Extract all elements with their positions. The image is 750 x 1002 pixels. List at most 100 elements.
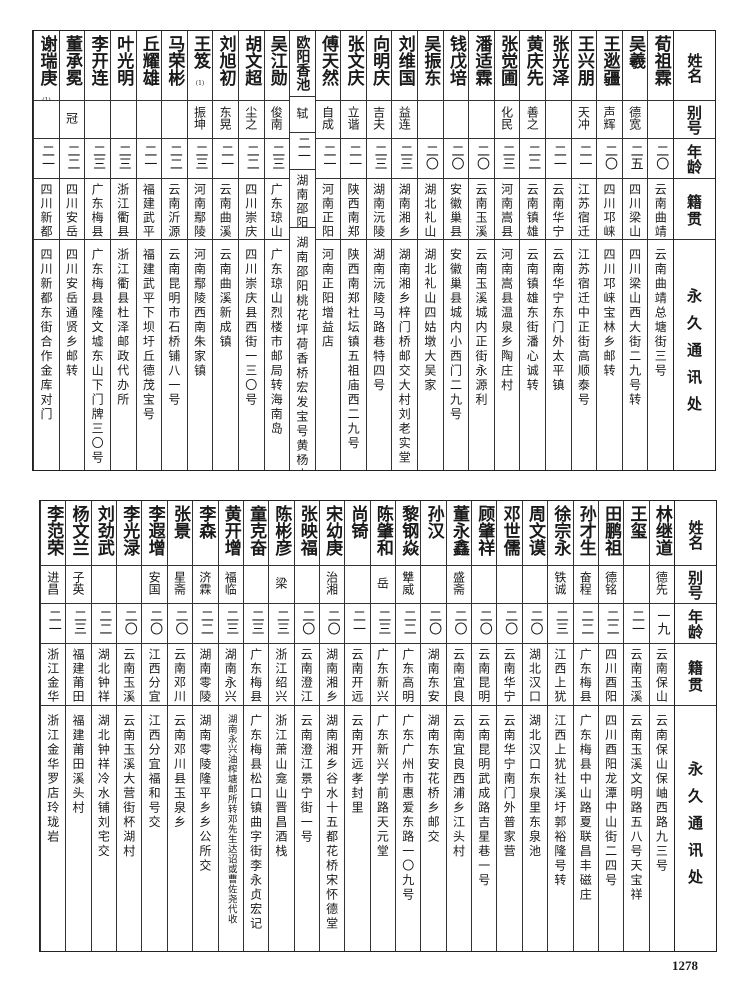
address-cell: 四川酉阳龙潭中山街二四号 [599, 706, 623, 951]
origin-wrap: 安徽巢县 [447, 183, 464, 239]
person-column: 陈肇和岳二三 广东新兴 广东新兴学前路天元堂 [369, 501, 396, 951]
name-wrap: 叶光明 [113, 35, 133, 91]
person-alias: 济霖 [197, 571, 212, 595]
name-wrap: 王兴朋 [574, 35, 594, 91]
age-wrap: 二二 [165, 144, 184, 174]
person-name: 王兴朋 [573, 35, 594, 86]
person-column: 张光泽 二一 云南华宁 云南华宁东门外太平镇 [545, 31, 571, 470]
header-address-label: 永久通讯处 [685, 287, 703, 423]
name-cell: 孙汉 [421, 501, 446, 566]
address-wrap: 河南鄢陵西南朱家镇 [192, 248, 209, 382]
origin-wrap: 云南曲溪 [217, 183, 234, 239]
origin-cell: 浙江衢县 [110, 179, 136, 240]
address-wrap: 四川崇庆县西街一三〇号 [243, 248, 260, 411]
age-cell: 二三 [218, 604, 243, 644]
address-wrap: 湖南湘乡谷水十五都花桥宋怀德堂 [324, 714, 341, 935]
person-age: 二二 [96, 608, 112, 635]
origin-wrap: 湖北礼山 [422, 183, 439, 239]
address-wrap: 河南正阳增益店 [319, 248, 336, 353]
address-cell: 广东梅县隆文墟东山下门牌三〇号 [85, 240, 110, 470]
person-address: 湖南沅陵马路巷特四号 [371, 248, 386, 393]
address-cell: 湖南湘乡谷水十五都花桥宋怀德堂 [320, 706, 344, 951]
alias-wrap: 善之 [524, 106, 541, 133]
origin-wrap: 四川邛崃 [601, 183, 618, 239]
header-name-label: 姓名 [686, 520, 705, 550]
origin-wrap: 浙江金华 [45, 648, 62, 705]
alias-cell: 进昌 [41, 566, 66, 604]
address-wrap: 广东梅县中山路夏联昌丰磁庄 [577, 714, 594, 906]
person-address: 湖南邵阳桃花坪荷香桥宏发宝号黄杨山 [294, 235, 309, 470]
name-wrap: 陈肇和 [373, 505, 393, 561]
address-cell: 云南开远孝封里 [345, 706, 369, 951]
person-origin: 陕西南郑 [346, 183, 361, 239]
age-wrap: 二一 [549, 144, 568, 174]
header-name-label: 姓名 [685, 52, 704, 83]
person-name: 张觉圃 [497, 35, 518, 86]
person-origin: 江西上犹 [552, 648, 567, 704]
person-origin: 云南昆明 [476, 648, 491, 704]
alias-wrap: 子英 [70, 571, 87, 598]
origin-cell: 江西分宜 [142, 644, 167, 706]
name-cell: 董永鑫 [446, 501, 472, 566]
person-column: 潘适霖 二〇 云南玉溪 云南玉溪城内正街永源利 [468, 31, 494, 470]
origin-wrap: 四川酉阳 [603, 648, 620, 705]
address-wrap: 湖南沅陵马路巷特四号 [371, 248, 388, 396]
name-cell: 王逖疆 [597, 31, 622, 101]
alias-wrap: 立谐 [345, 106, 362, 133]
person-origin: 福建莆田 [71, 648, 86, 704]
person-alias: 东晃 [218, 106, 233, 130]
name-cell: 马荣彬 [162, 31, 187, 101]
alias-cell: 天冲 [571, 101, 597, 139]
name-cell: 陈肇和 [370, 501, 396, 566]
person-age: 二二 [525, 143, 541, 170]
age-wrap: 二三 [247, 609, 266, 639]
person-address: 湖南湘乡谷水十五都花桥宋怀德堂 [324, 714, 339, 932]
person-address: 云南华宁南门外普家营 [502, 714, 517, 859]
person-address: 四川梁山西大街二九号转 [627, 248, 642, 408]
address-wrap: 云南邓川县玉泉乡 [171, 714, 188, 833]
origin-cell: 云南玉溪 [469, 179, 494, 240]
person-origin: 云南保山 [654, 648, 669, 704]
origin-cell: 云南昆明 [472, 644, 497, 706]
alias-wrap: 岳 [374, 577, 391, 592]
person-alias: 德铭 [603, 571, 618, 595]
origin-cell: 云南镇雄 [520, 179, 546, 240]
person-origin: 云南澄江 [299, 648, 314, 704]
age-cell: 二〇 [497, 604, 522, 644]
person-column: 谢瑞庚 (1) 二一 四川新都 四川新都东街合作金库对门 [33, 31, 59, 470]
origin-cell: 云南曲溪 [213, 179, 238, 240]
age-cell: 二三 [392, 139, 418, 179]
person-origin: 云南开远 [350, 648, 364, 704]
name-cell: 王玺 [624, 501, 649, 566]
name-cell: 傅天然 [315, 31, 341, 101]
alias-cell: 益连 [392, 101, 418, 139]
age-wrap: 二〇 [472, 144, 491, 174]
person-age: 二一 [294, 136, 310, 163]
person-address: 湖南零陵隆平乡乡公所交 [197, 714, 212, 874]
name-wrap: 黎钢焱 [398, 505, 418, 561]
age-wrap: 二一 [348, 609, 367, 639]
name-cell: 荀祖霖 [648, 31, 673, 101]
age-wrap: 二〇 [120, 609, 139, 639]
person-column: 刘旭初 东晃 二一 云南曲溪 云南曲溪新成镇 [212, 31, 238, 470]
person-origin: 云南邓川 [172, 648, 187, 704]
person-address: 云南邓川县玉泉乡 [172, 714, 187, 830]
origin-cell: 广东梅县 [573, 644, 598, 706]
alias-wrap: 进昌 [45, 571, 62, 598]
person-column: 丘耀雄 二一 福建武平 福建武平下坝圩丘德茂宝号 [135, 31, 162, 470]
name-wrap: 周文谟 [525, 505, 545, 561]
person-name: 李开连 [87, 35, 108, 86]
person-alias: 益连 [397, 106, 412, 130]
person-address: 广东梅县松口镇曲字街李永贞宏记 [248, 714, 263, 932]
age-cell: 二〇 [167, 604, 193, 644]
person-age: 二三 [371, 143, 387, 170]
age-wrap: 二一 [318, 144, 337, 174]
age-wrap: 二三 [373, 609, 392, 639]
address-cell: 福建莆田溪头村 [66, 706, 90, 951]
person-column: 向明庆 吉夫 二三 湖南沅陵 湖南沅陵马路巷特四号 [365, 31, 392, 470]
address-wrap: 四川安岳通贤乡邮转 [64, 248, 81, 382]
person-address: 云南昆明市石桥铺八一号 [166, 248, 181, 408]
name-cell: 宋幼庚 [319, 501, 345, 566]
name-wrap: 吴振东 [420, 35, 440, 91]
person-origin: 四川崇庆 [243, 183, 258, 239]
